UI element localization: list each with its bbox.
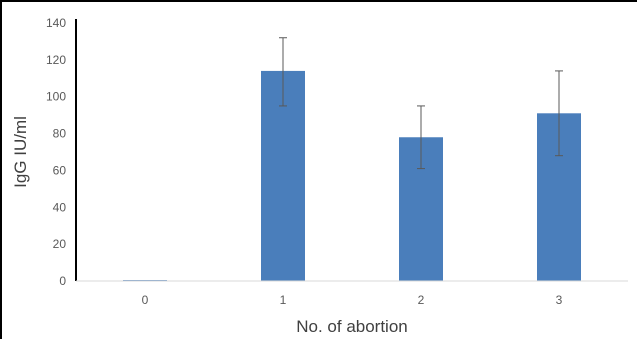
y-tick-label-1: 20 <box>53 237 67 251</box>
y-tick-label-7: 140 <box>46 16 66 30</box>
x-axis-ticks: 0 1 2 3 <box>142 293 563 307</box>
x-tick-label-0: 0 <box>142 293 149 307</box>
y-tick-label-3: 60 <box>53 163 67 177</box>
error-bar-2 <box>417 105 425 170</box>
x-tick-label-3: 3 <box>556 293 563 307</box>
y-tick-label-0: 0 <box>59 274 66 288</box>
x-axis-title: No. of abortion <box>296 317 408 336</box>
y-axis-ticks: 0 20 40 60 80 100 120 140 <box>46 16 66 288</box>
y-tick-label-4: 80 <box>53 127 67 141</box>
x-tick-label-1: 1 <box>280 293 287 307</box>
error-bar-3 <box>555 70 563 157</box>
x-tick-label-2: 2 <box>418 293 425 307</box>
error-bars <box>279 37 563 170</box>
bars <box>123 70 581 282</box>
y-tick-label-6: 120 <box>46 53 66 67</box>
error-bar-1 <box>279 37 287 107</box>
y-tick-label-5: 100 <box>46 90 66 104</box>
y-axis-title: IgG IU/ml <box>11 116 30 188</box>
y-tick-label-2: 40 <box>53 200 67 214</box>
